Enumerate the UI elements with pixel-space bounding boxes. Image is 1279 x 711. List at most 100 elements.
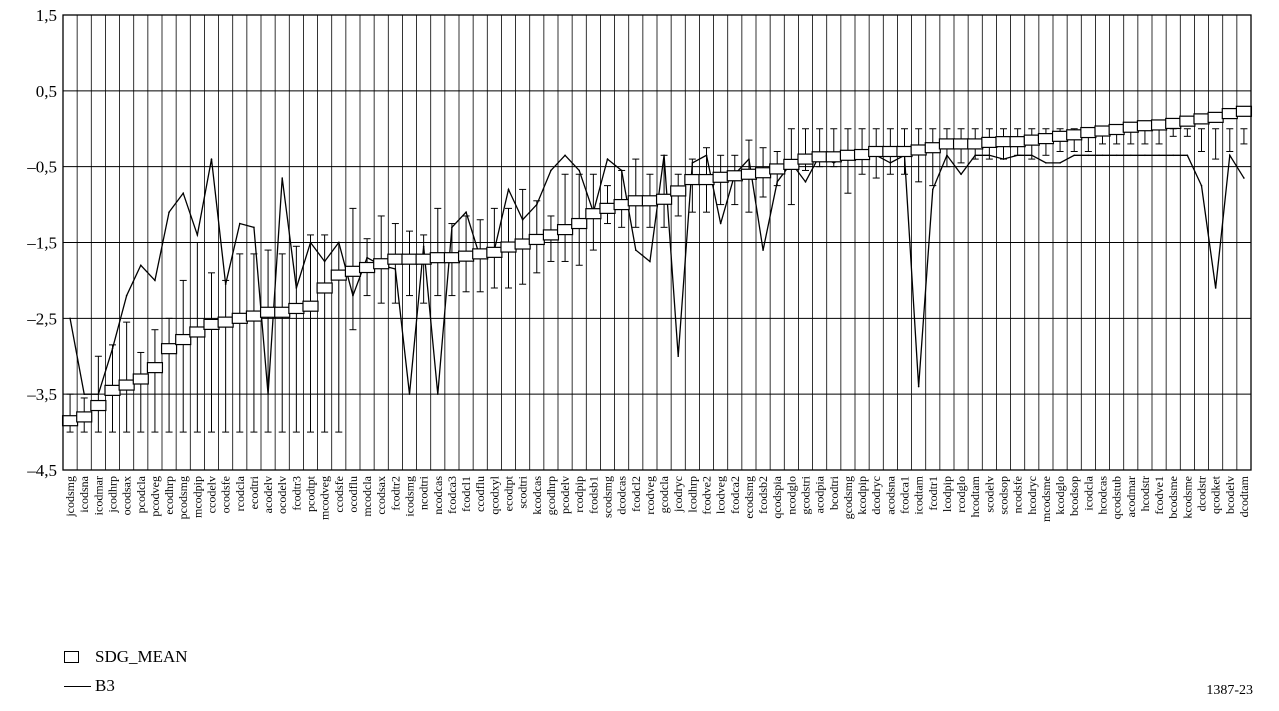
sdg-mean-marker bbox=[641, 195, 659, 207]
b3-point bbox=[281, 177, 284, 179]
b3-point bbox=[451, 226, 453, 229]
sdg-mean-marker bbox=[613, 198, 630, 211]
b3-point bbox=[154, 279, 156, 282]
sdg-mean-marker bbox=[726, 170, 743, 182]
sdg-mean-marker bbox=[1136, 120, 1154, 132]
b3-point bbox=[649, 260, 651, 263]
b3-point bbox=[366, 256, 368, 259]
sdg-mean-marker bbox=[556, 224, 574, 236]
x-tick-label: qcodstub bbox=[1110, 476, 1124, 519]
b3-point bbox=[946, 154, 948, 157]
b3-point bbox=[974, 154, 977, 157]
sdg-mean-marker bbox=[655, 193, 673, 205]
sdg-mean-marker bbox=[967, 138, 984, 150]
sdg-mean-marker bbox=[952, 138, 970, 150]
x-tick-label: fcodtr1 bbox=[926, 476, 940, 511]
sdg-mean-marker bbox=[797, 153, 814, 165]
x-axis-category-labels: jcodsmg icodsna icodmar jcodhrp ocodsax pcodc… bbox=[63, 475, 1251, 522]
b3-point bbox=[1101, 154, 1104, 157]
sdg-mean-marker bbox=[542, 229, 560, 241]
x-tick-label: bcodelv bbox=[1223, 476, 1237, 514]
x-tick-label: gcodcla bbox=[657, 475, 671, 513]
x-tick-label: jcodsmg bbox=[63, 476, 77, 518]
sdg-mean-marker bbox=[811, 151, 828, 163]
sdg-mean-marker bbox=[472, 248, 489, 260]
sdg-mean-marker bbox=[1221, 107, 1238, 120]
sdg-mean-marker bbox=[175, 333, 192, 346]
x-tick-label: ocodsax bbox=[120, 476, 134, 515]
x-tick-label: pcodveg bbox=[148, 476, 162, 517]
b3-point bbox=[1002, 158, 1005, 160]
legend-box-marker bbox=[64, 651, 79, 663]
sdg-mean-marker bbox=[896, 145, 913, 158]
b3-point bbox=[1059, 162, 1061, 164]
sdg-mean-marker bbox=[358, 261, 376, 274]
sdg-mean-marker bbox=[924, 142, 941, 154]
b3-point bbox=[196, 234, 199, 236]
sdg-mean-marker bbox=[1023, 134, 1040, 146]
x-tick-label: pcodelv bbox=[558, 476, 572, 514]
x-tick-label: acodpia bbox=[813, 475, 827, 513]
sdg-mean-marker bbox=[1122, 121, 1139, 133]
x-tick-label: hcodtam bbox=[968, 475, 982, 517]
sdg-mean-marker bbox=[995, 136, 1012, 148]
x-tick-label: fcodve2 bbox=[700, 476, 714, 515]
b3-series bbox=[69, 153, 1245, 395]
b3-point bbox=[352, 294, 354, 297]
b3-point bbox=[69, 317, 71, 320]
x-tick-label: gcodsmg bbox=[841, 476, 855, 519]
x-tick-label: rcodglo bbox=[954, 476, 968, 513]
y-tick-label: 0,5 bbox=[36, 82, 57, 101]
b3-point bbox=[394, 268, 397, 270]
b3-point bbox=[1030, 154, 1033, 157]
sdg-mean-marker bbox=[457, 250, 475, 262]
b3-point bbox=[889, 162, 892, 164]
x-tick-label: dcodryc bbox=[869, 476, 883, 515]
x-tick-label: lcodpip bbox=[940, 476, 954, 512]
x-tick-label: ccodflu bbox=[473, 476, 487, 512]
sdg-mean-marker bbox=[90, 399, 107, 412]
sdg-mean-marker bbox=[627, 195, 644, 207]
b3-point bbox=[1186, 154, 1189, 157]
x-tick-label: pcodcla bbox=[134, 475, 148, 513]
x-tick-label: ecodsmg bbox=[742, 476, 756, 519]
x-tick-label: ncodtri bbox=[417, 475, 431, 510]
y-tick-label: 1,5 bbox=[36, 6, 57, 25]
sdg-mean-marker bbox=[1066, 129, 1083, 141]
b3-point bbox=[705, 154, 708, 157]
b3-point bbox=[776, 181, 779, 183]
b3-point bbox=[677, 355, 680, 358]
b3-point bbox=[1228, 154, 1231, 157]
sdg-mean-marker bbox=[1108, 123, 1125, 136]
x-tick-label: scodsmg bbox=[601, 476, 615, 518]
y-tick-label: –1,5 bbox=[26, 234, 57, 253]
sdg-mean-series bbox=[61, 105, 1253, 427]
sdg-mean-marker bbox=[443, 252, 461, 264]
b3-point bbox=[111, 347, 114, 350]
x-tick-label: fcodca1 bbox=[898, 476, 912, 514]
sdg-mean-marker bbox=[429, 252, 446, 264]
sdg-mean-marker bbox=[203, 318, 220, 330]
x-tick-label: fcodve1 bbox=[1152, 476, 1166, 515]
b3-point bbox=[253, 226, 255, 229]
sdg-mean-marker bbox=[571, 217, 588, 230]
sdg-mean-marker bbox=[274, 306, 291, 318]
sdg-mean-marker bbox=[189, 326, 206, 338]
x-tick-label: dcodcas bbox=[615, 476, 629, 515]
plot-frame bbox=[62, 14, 1252, 471]
b3-point bbox=[748, 158, 750, 160]
sdg-mean-marker bbox=[585, 208, 602, 220]
x-tick-label: pcodsmg bbox=[176, 476, 190, 519]
sdg-mean-marker bbox=[853, 148, 871, 161]
x-tick-label: icodcla bbox=[1081, 475, 1095, 510]
x-tick-label: hcodcas bbox=[1096, 476, 1110, 515]
b3-point bbox=[832, 162, 835, 164]
b3-point bbox=[606, 158, 609, 160]
x-tick-label: ecodtpt bbox=[502, 475, 516, 511]
x-tick-label: ncodsfe bbox=[1011, 476, 1025, 513]
y-tick-label: –0,5 bbox=[26, 158, 57, 177]
b3-point bbox=[550, 169, 552, 172]
x-tick-label: fcodcl1 bbox=[459, 476, 473, 512]
x-tick-label: fcodca3 bbox=[445, 476, 459, 514]
sdg-mean-marker bbox=[769, 163, 786, 175]
